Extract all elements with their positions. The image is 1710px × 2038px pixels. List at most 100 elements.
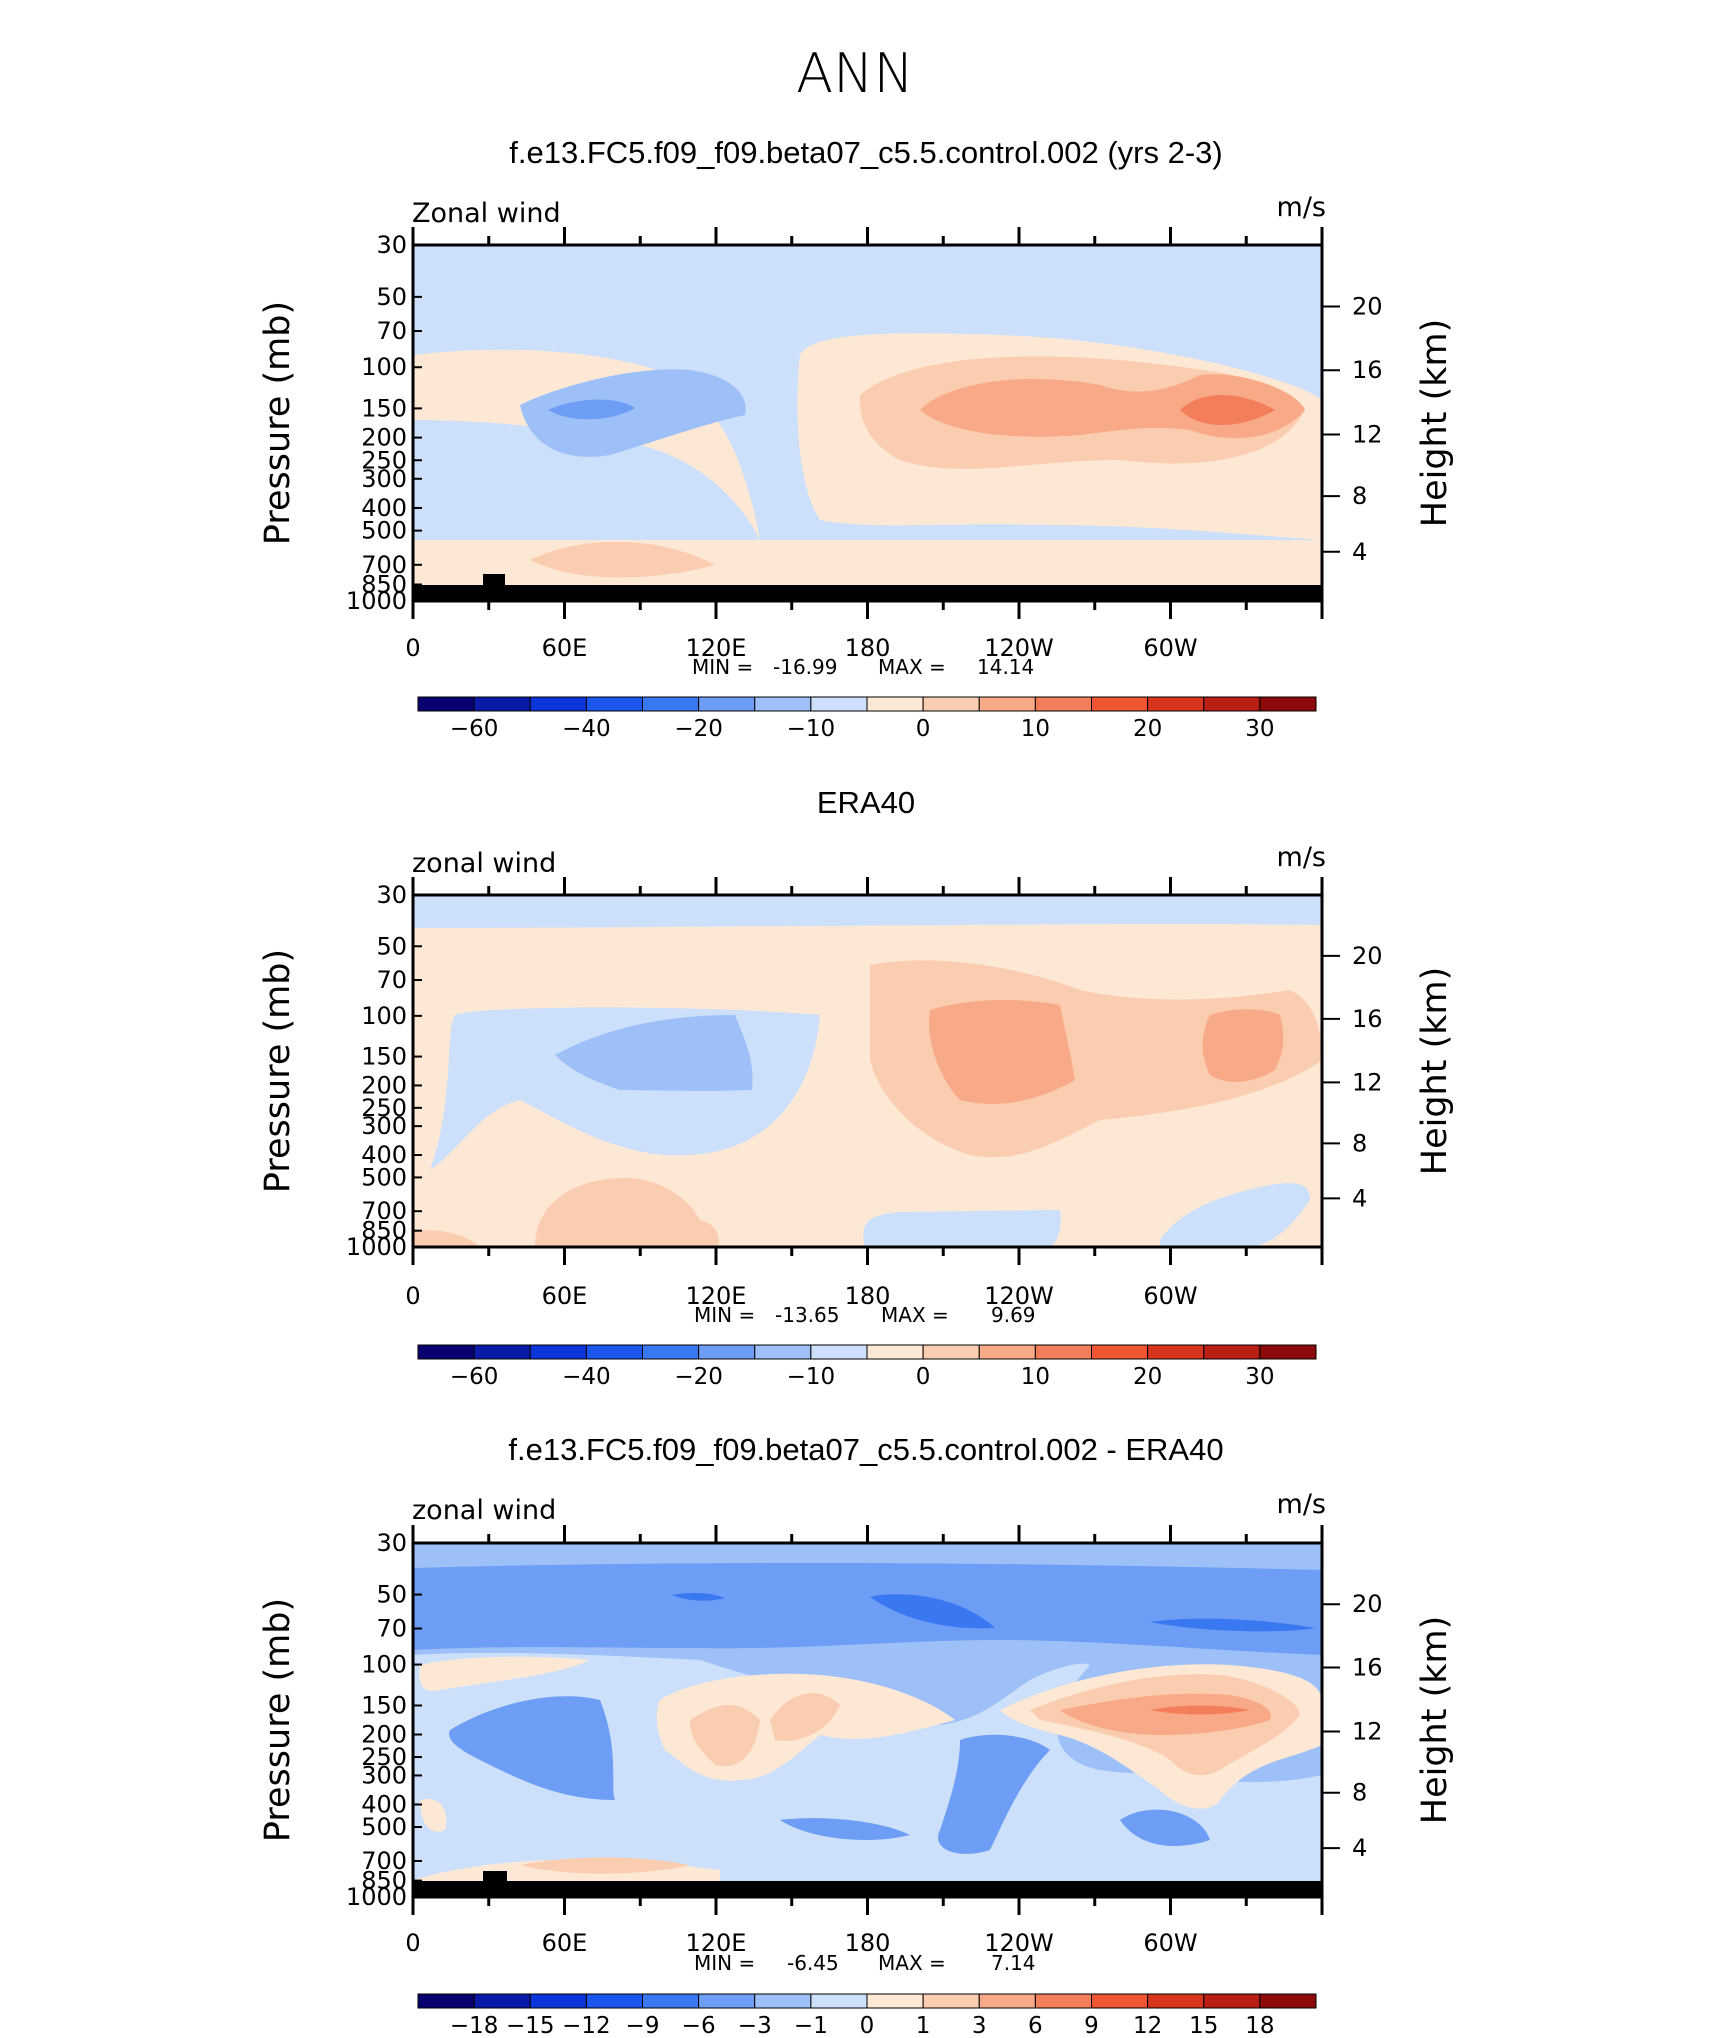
units-label: m/s [1277,842,1326,873]
colorbar-label: 0 [860,2013,875,2038]
y-axis-right: 20 16 12 8 4 [1322,942,1383,1212]
colorbar-label: 20 [1133,1364,1162,1390]
colorbar-swatch [922,1344,980,1360]
stats-line: MIN = -16.99 MAX = 14.14 [692,655,1034,679]
panel-model: f.e13.FC5.f09_f09.beta07_c5.5.control.00… [258,135,1455,742]
topography-band [413,1881,1322,1897]
min-value: -13.65 [775,1303,839,1327]
y-tick-label: 1000 [346,587,407,615]
y-tick-label: 70 [376,1615,407,1643]
colorbar-label: −10 [787,716,836,742]
y-right-tick-label: 12 [1352,421,1383,449]
y-axis-label: Pressure (mb) [258,949,298,1193]
colorbar-swatch [978,1344,1036,1360]
contour-field [413,245,1322,601]
y-tick-label: 50 [376,283,407,311]
colorbar-swatch [1203,1344,1261,1360]
contour-negative-weak [413,1652,1322,1895]
colorbar-label: −40 [562,1364,611,1390]
x-tick-label: 120E [686,1282,747,1310]
max-value: 9.69 [991,1303,1036,1327]
contour-field [413,895,1322,1247]
contour-negative-strong [1120,1809,1210,1846]
y-tick-label: 700 [361,551,407,579]
colorbar-label: −6 [682,2013,716,2038]
y-right-tick-label: 12 [1352,1717,1383,1745]
colorbar-label: −20 [674,1364,723,1390]
colorbar-swatch [642,1344,700,1360]
colorbar-label: −9 [626,2013,660,2038]
colorbar-swatch [1259,1344,1317,1360]
colorbar-label: −15 [506,2013,555,2038]
colorbar-swatch [698,1344,756,1360]
colorbar-swatch [585,1344,643,1360]
colorbar: −60 −40 −20 −10 0 10 20 30 [417,1344,1317,1390]
y-tick-label: 150 [361,394,407,422]
colorbar-swatch [473,1344,531,1360]
y-tick-label: 100 [361,353,407,381]
min-label: MIN = [692,655,753,679]
y-tick-label: 1000 [346,1233,407,1261]
y-right-tick-label: 4 [1352,538,1367,566]
colorbar-swatch [1034,696,1092,712]
contour-positive-mid [535,1177,719,1247]
contour-negative-strong [548,399,635,420]
colorbar: −60 −40 −20 −10 0 10 20 30 [417,696,1317,742]
contour-negative [1160,1183,1310,1247]
y-tick-label: 30 [376,231,407,259]
y-axis-label: Pressure (mb) [258,301,298,545]
topography [413,574,1322,601]
contour-positive-mid [770,1693,840,1741]
colorbar-swatch [978,696,1036,712]
colorbar-swatch [1203,1993,1261,2009]
x-tick-label: 120W [984,1929,1054,1957]
y-tick-label: 200 [361,1721,407,1749]
y-tick-label: 250 [361,1094,407,1122]
y-axis-right-label: Height (km) [1415,319,1455,528]
colorbar-label: −18 [450,2013,499,2038]
contour-negative-max [1150,1618,1315,1632]
y-right-tick-label: 16 [1352,1654,1383,1682]
colorbar-swatch [529,1344,587,1360]
contour-positive-mid [520,1857,690,1874]
colorbar-label: 12 [1133,2013,1162,2038]
y-tick-label: 400 [361,1141,407,1169]
y-tick-label: 300 [361,465,407,493]
y-tick-label: 150 [361,1043,407,1071]
y-tick-label: 500 [361,1163,407,1191]
colorbar-label: −1 [794,2013,828,2038]
topography [413,1871,1322,1897]
panel-obs: ERA40 zonal wind m/s 3050701001502002503… [258,785,1455,1390]
colorbar-swatch [922,1993,980,2009]
contour-positive-strong [1202,1009,1284,1082]
colorbar-label: 20 [1133,716,1162,742]
units-label: m/s [1277,192,1326,223]
y-tick-label: 300 [361,1761,407,1789]
contour-negative-strong [780,1818,910,1840]
colorbar-swatch [1147,696,1205,712]
colorbar-swatch [1034,1993,1092,2009]
colorbar-label: −60 [450,1364,499,1390]
y-right-tick-label: 20 [1352,293,1383,321]
x-tick-label: 120W [984,1282,1054,1310]
colorbar-label: 10 [1021,1364,1050,1390]
contour-positive-mid [413,1230,480,1247]
x-tick-label: 180 [845,1929,891,1957]
y-tick-label: 70 [376,966,407,994]
y-tick-label: 50 [376,1581,407,1609]
variable-label: zonal wind [412,848,556,879]
y-tick-label: 250 [361,446,407,474]
y-tick-label: 400 [361,494,407,522]
colorbar-label: 0 [916,1364,931,1390]
colorbar-swatch [810,1344,868,1360]
y-right-tick-label: 20 [1352,1590,1383,1618]
colorbar-label: −3 [738,2013,772,2038]
colorbar-swatch [754,696,812,712]
y-tick-label: 850 [361,571,407,599]
colorbar-label: 9 [1084,2013,1099,2038]
contour-positive-strong [929,1000,1075,1104]
colorbar-label: −12 [562,2013,611,2038]
